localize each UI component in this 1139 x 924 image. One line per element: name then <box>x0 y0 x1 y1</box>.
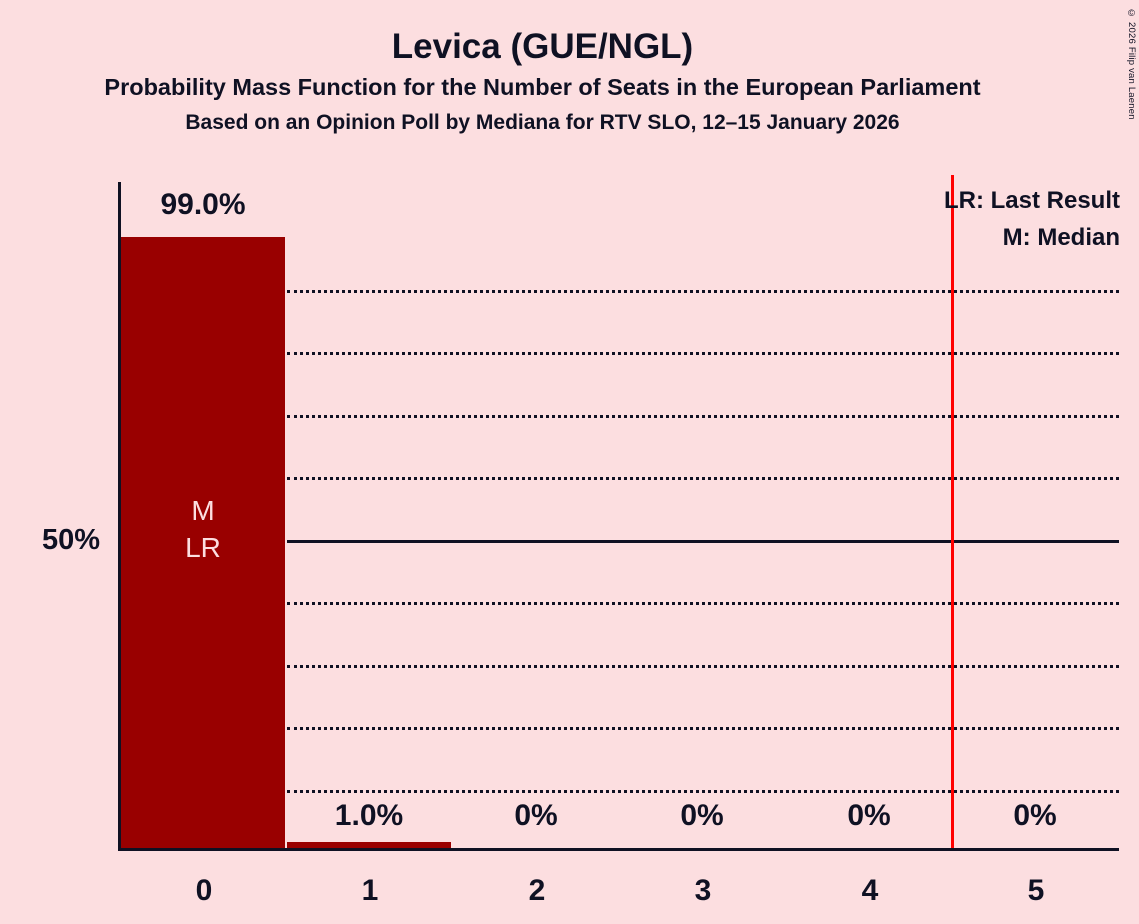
chart-subtitle: Probability Mass Function for the Number… <box>104 74 981 100</box>
page-title: Levica (GUE/NGL) <box>391 27 694 66</box>
bar-value-label-3: 0% <box>680 799 724 832</box>
gridline-80 <box>287 352 1119 355</box>
gridline-90 <box>287 290 1119 293</box>
x-axis-label-3: 3 <box>694 874 712 907</box>
bar-seats-1 <box>287 842 451 848</box>
last-result-vertical-line <box>951 175 954 848</box>
x-axis-label-0: 0 <box>195 874 213 907</box>
gridline-50 <box>287 540 1119 543</box>
bar-value-label-4: 0% <box>847 799 891 832</box>
gridline-20 <box>287 727 1119 730</box>
bar-value-label-1: 1.0% <box>334 799 404 832</box>
gridline-70 <box>287 415 1119 418</box>
gridline-60 <box>287 477 1119 480</box>
median-marker-label: M <box>191 495 215 526</box>
last-result-marker-label: LR <box>185 532 221 563</box>
legend-entry-median: M: Median <box>1002 224 1120 251</box>
bar-value-label-0: 99.0% <box>160 188 246 221</box>
x-axis-label-1: 1 <box>361 874 379 907</box>
plot-area: 99.0% 1.0% 0% 0% 0% 0% M LR <box>118 175 1119 851</box>
copyright-notice: © 2026 Filip van Laenen <box>1126 8 1137 120</box>
x-axis-label-2: 2 <box>528 874 546 907</box>
bar-seats-0 <box>121 237 285 848</box>
bar-value-label-5: 0% <box>1013 799 1057 832</box>
y-axis-tick-label-50: 50% <box>41 524 100 556</box>
legend: LR: Last Result M: Median <box>944 182 1120 256</box>
gridline-40 <box>287 602 1119 605</box>
y-axis-line <box>118 182 121 850</box>
legend-entry-last-result: LR: Last Result <box>943 187 1120 214</box>
x-axis-line <box>118 848 1119 851</box>
x-axis-label-5: 5 <box>1027 874 1045 907</box>
chart-source-subtitle: Based on an Opinion Poll by Mediana for … <box>185 111 900 134</box>
gridline-30 <box>287 665 1119 668</box>
bar-value-label-2: 0% <box>514 799 558 832</box>
title-block: Levica (GUE/NGL) Probability Mass Functi… <box>0 0 1085 140</box>
gridline-10 <box>287 790 1119 793</box>
x-axis-label-4: 4 <box>861 874 879 907</box>
